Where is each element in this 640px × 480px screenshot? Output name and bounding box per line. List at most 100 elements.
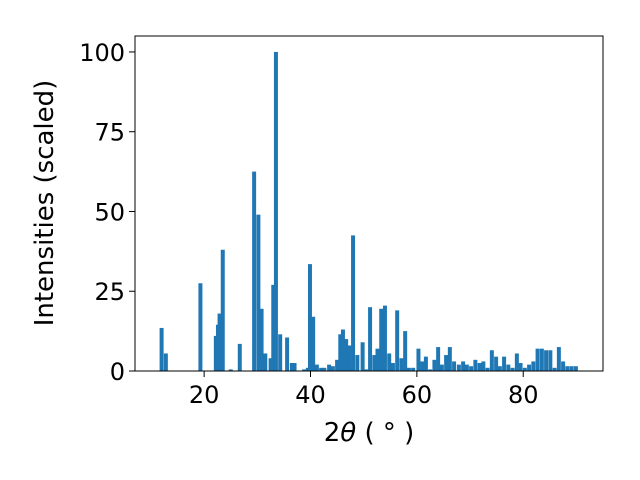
y-tick-label: 100 [79, 39, 125, 67]
bar [347, 345, 352, 371]
bar [477, 363, 482, 371]
bar [432, 359, 437, 371]
bar [473, 359, 478, 371]
x-axis-label-unit: ( ° ) [356, 418, 414, 448]
bar [368, 307, 373, 371]
bar [252, 171, 257, 371]
bar [228, 369, 233, 371]
bar [456, 364, 461, 371]
bar [502, 356, 507, 371]
bar [364, 369, 369, 371]
bar [481, 361, 486, 371]
bar [387, 353, 392, 371]
y-tick-label: 75 [94, 119, 125, 147]
bar [461, 361, 466, 371]
bar [510, 367, 515, 371]
bar [420, 361, 425, 371]
x-axis-label-main: 2 [324, 418, 341, 448]
bar [544, 350, 549, 371]
bar [259, 308, 264, 371]
bar [237, 343, 242, 371]
y-tick-label: 25 [94, 278, 125, 306]
bar [497, 366, 502, 371]
bar [327, 364, 332, 371]
bar [565, 366, 570, 371]
bar [340, 329, 345, 371]
bar [314, 364, 319, 371]
bar [344, 339, 349, 371]
bar [406, 367, 411, 371]
bar [268, 358, 273, 371]
bar [338, 334, 343, 371]
bar [494, 356, 499, 371]
bar [573, 366, 578, 371]
bar [444, 355, 449, 371]
bar [220, 249, 225, 371]
bar [447, 347, 452, 371]
bar [399, 358, 404, 371]
bar [382, 305, 387, 371]
bar [569, 366, 574, 371]
bar [489, 350, 494, 371]
bar [522, 367, 527, 371]
plot-frame [134, 35, 604, 372]
bar [372, 355, 377, 371]
bar [531, 361, 536, 371]
bar [278, 334, 283, 371]
bar [263, 353, 268, 371]
bar [289, 363, 294, 371]
bar [322, 367, 327, 371]
bar [514, 353, 519, 371]
x-axis-label-symbol: θ [340, 418, 356, 448]
bar [411, 367, 416, 371]
bar [360, 342, 365, 371]
bar [355, 355, 360, 371]
bar [335, 359, 340, 371]
bar [436, 347, 441, 371]
bar [416, 348, 421, 371]
bar [539, 348, 544, 371]
bar [452, 361, 457, 371]
bar [311, 316, 316, 371]
bar [439, 364, 444, 371]
bar [428, 369, 433, 371]
bar [485, 367, 490, 371]
y-tick-label: 50 [94, 198, 125, 226]
bar [330, 366, 335, 371]
y-axis: 0 25 50 75 100 [79, 39, 135, 386]
bar [548, 350, 553, 371]
bar [217, 313, 222, 371]
bar [535, 348, 540, 371]
bar [292, 363, 297, 371]
bar [390, 363, 395, 371]
bar [527, 364, 532, 371]
bar [552, 367, 557, 371]
y-axis-label: Intensities (scaled) [30, 80, 60, 327]
bar [256, 214, 261, 371]
bar [307, 264, 312, 371]
bar [213, 335, 218, 371]
bar [198, 283, 203, 371]
bar [271, 284, 276, 371]
bar [302, 369, 307, 371]
bar [375, 348, 380, 371]
x-axis-label: 2θ ( ° ) [324, 418, 415, 448]
bar [273, 51, 278, 371]
bar [561, 361, 566, 371]
x-axis: 20 40 60 80 [189, 371, 539, 409]
bar [464, 364, 469, 371]
bar [556, 347, 561, 371]
bar [163, 353, 168, 371]
x-tick-label: 40 [295, 381, 326, 409]
bar [506, 364, 511, 371]
bar [319, 367, 324, 371]
bar [379, 308, 384, 371]
bar [159, 327, 164, 371]
bar [518, 363, 523, 371]
bar [469, 366, 474, 371]
bar [285, 337, 290, 371]
bar [351, 235, 356, 371]
bar [423, 356, 428, 371]
bar [305, 367, 310, 371]
